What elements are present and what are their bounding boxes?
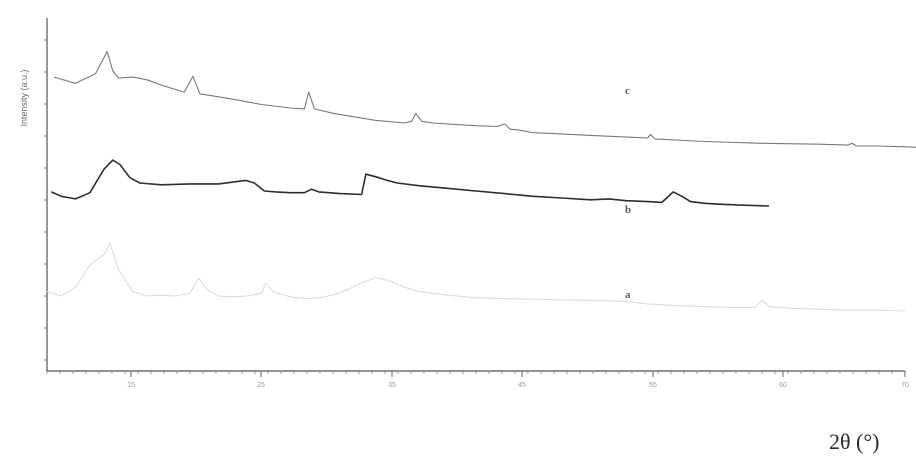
series-line-b — [50, 159, 770, 207]
series-line-c — [53, 50, 916, 148]
x-axis-title: 2θ (°) — [829, 429, 880, 454]
y-ticks — [44, 39, 47, 361]
x-tick-label: 45 — [518, 382, 526, 389]
x-tick-label: 70 — [901, 382, 909, 389]
series-layer — [46, 50, 916, 312]
series-label-b: b — [625, 204, 631, 216]
x-ticks: 15 25 35 45 55 60 70 — [46, 371, 909, 389]
x-tick-label: 35 — [388, 382, 396, 389]
x-tick-label: 60 — [779, 382, 787, 389]
y-axis-title: Intensity (a.u.) — [19, 69, 29, 126]
series-line-a — [46, 242, 906, 312]
x-tick-label: 25 — [257, 382, 265, 389]
series-label-c: c — [625, 85, 630, 97]
x-tick-label: 15 — [127, 382, 135, 389]
x-tick-label: 55 — [649, 382, 657, 389]
series-label-a: a — [625, 289, 631, 301]
